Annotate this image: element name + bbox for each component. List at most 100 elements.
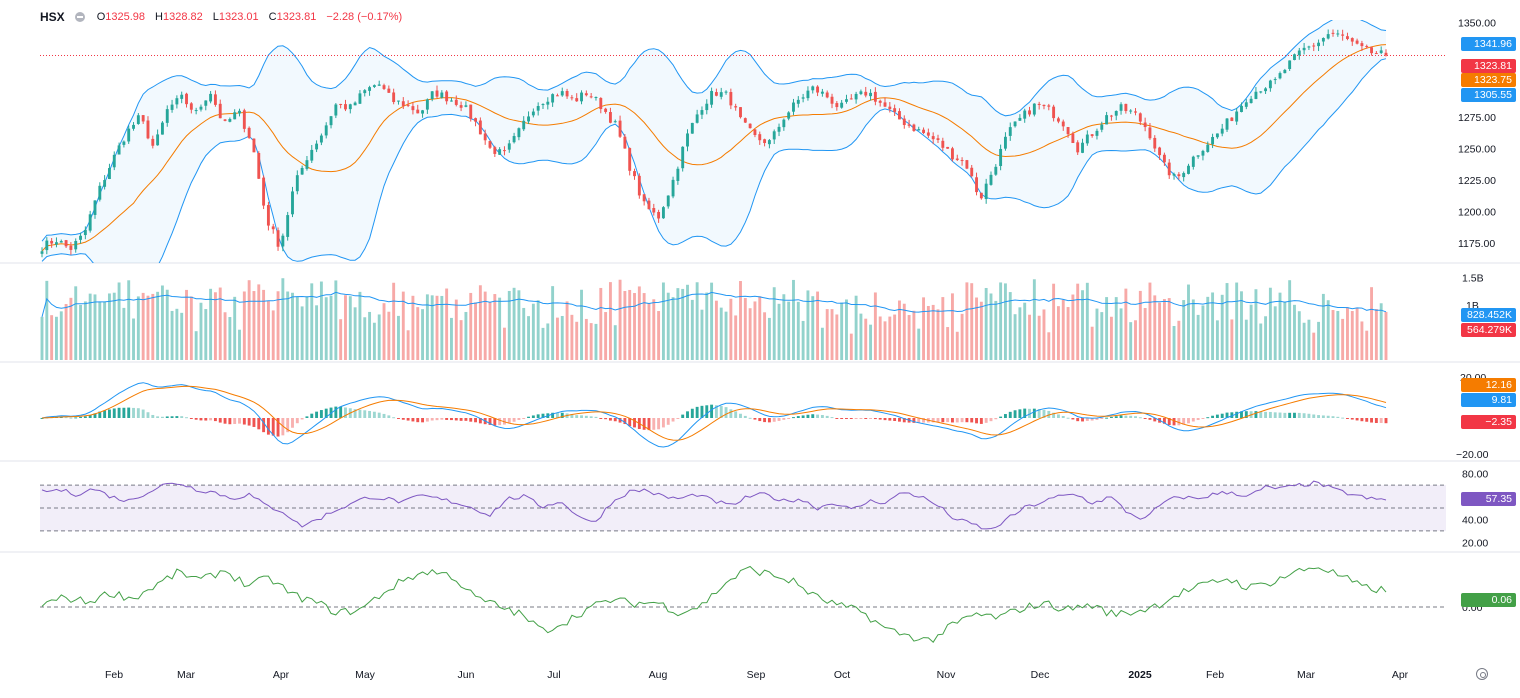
candle	[377, 80, 381, 86]
candle-body	[816, 86, 820, 93]
candle	[1360, 40, 1364, 52]
volume-bar	[531, 303, 535, 360]
macd-axis-label: −20.00	[1456, 449, 1489, 461]
volume-bar	[132, 318, 135, 360]
candle	[984, 178, 988, 204]
macd-hist-bar	[170, 416, 174, 418]
macd-hist-bar	[223, 418, 227, 424]
candle-body	[681, 146, 685, 169]
candle-body	[507, 143, 511, 150]
candle-body	[1061, 121, 1065, 127]
candle	[213, 90, 217, 107]
candle-body	[339, 103, 343, 105]
macd-hist-bar	[1283, 412, 1287, 418]
candle-body	[989, 174, 993, 185]
macd-hist-bar	[276, 418, 280, 437]
candle-body	[1119, 104, 1123, 111]
candle	[262, 175, 266, 210]
candle-body	[459, 105, 463, 108]
volume-bar	[1177, 320, 1181, 360]
volume-bar	[1047, 332, 1051, 360]
candle-body	[758, 134, 762, 141]
candle	[1355, 38, 1359, 45]
macd-hist-bar	[931, 418, 935, 423]
volume-bar	[348, 296, 352, 360]
volume-bar	[1384, 311, 1388, 360]
volume-bar	[1119, 308, 1123, 360]
rsi-axis-label: 20.00	[1462, 537, 1488, 549]
macd-hist-bar	[859, 418, 863, 419]
candle-body	[628, 148, 632, 171]
candle	[560, 87, 564, 97]
candle	[1076, 140, 1080, 155]
volume-bar	[165, 289, 169, 360]
candle-body	[845, 99, 848, 102]
volume-bar	[194, 331, 198, 360]
macd-hist-bar	[753, 418, 757, 420]
macd-hist-bar	[642, 418, 646, 430]
macd-hist-bar	[570, 414, 574, 418]
candle	[1023, 108, 1027, 123]
candle-body	[979, 192, 983, 199]
candle	[512, 132, 516, 144]
candle	[498, 147, 502, 155]
candle	[1037, 101, 1041, 110]
volume-bar	[344, 295, 347, 360]
candle-body	[777, 126, 781, 132]
macd-hist-bar	[228, 418, 232, 425]
candle-body	[1283, 69, 1287, 74]
candle-body	[440, 92, 444, 98]
candle	[888, 101, 892, 113]
candle	[1119, 102, 1123, 115]
volume-bar	[618, 279, 622, 360]
candle-body	[1114, 110, 1118, 116]
open-label: O	[96, 11, 106, 23]
macd-hist-bar	[1042, 409, 1046, 418]
macd-hist-bar	[1196, 418, 1200, 421]
volume-bar	[816, 291, 820, 360]
volume-bar	[633, 293, 636, 360]
candle-body	[849, 98, 853, 100]
time-axis-label: May	[355, 669, 376, 681]
volume-bar	[1240, 291, 1243, 360]
candle	[445, 90, 449, 105]
macd-hist-bar	[878, 418, 882, 420]
symbol-label[interactable]: HSX	[40, 10, 65, 24]
candle	[1114, 110, 1118, 121]
settings-gear-icon[interactable]	[1476, 668, 1488, 680]
candle	[416, 104, 420, 114]
volume-bar	[772, 287, 776, 360]
volume-bar	[55, 316, 58, 360]
candle-body	[1336, 33, 1340, 35]
candle	[1259, 91, 1263, 94]
volume-bar	[1230, 319, 1234, 360]
macd-hist-bar	[835, 418, 839, 419]
candle	[483, 129, 487, 145]
price-axis-label: 1275.00	[1458, 112, 1496, 124]
candle-body	[926, 132, 930, 136]
volume-bar	[1196, 314, 1200, 360]
volume-bar	[454, 299, 458, 360]
hide-indicator-icon[interactable]	[74, 12, 85, 22]
volume-bar	[1187, 284, 1190, 360]
volume-bar	[1331, 310, 1335, 360]
volume-bar	[1235, 282, 1239, 360]
macd-hist-bar	[445, 418, 449, 420]
candle-body	[1047, 105, 1051, 107]
volume-bar	[503, 327, 506, 360]
candle-body	[888, 106, 892, 110]
volume-bar	[565, 301, 569, 360]
volume-bar	[257, 284, 261, 360]
macd-hist-bar	[469, 418, 473, 422]
candle	[1321, 37, 1325, 46]
macd-hist-bar	[1264, 411, 1268, 418]
macd-hist-bar	[1259, 411, 1263, 418]
candle	[565, 88, 569, 99]
candle-body	[661, 207, 665, 219]
candle	[1095, 128, 1099, 140]
candle-body	[551, 94, 555, 103]
macd-hist-bar	[666, 418, 670, 425]
macd-hist-bar	[724, 407, 728, 418]
macd-hist-bar	[965, 418, 969, 423]
